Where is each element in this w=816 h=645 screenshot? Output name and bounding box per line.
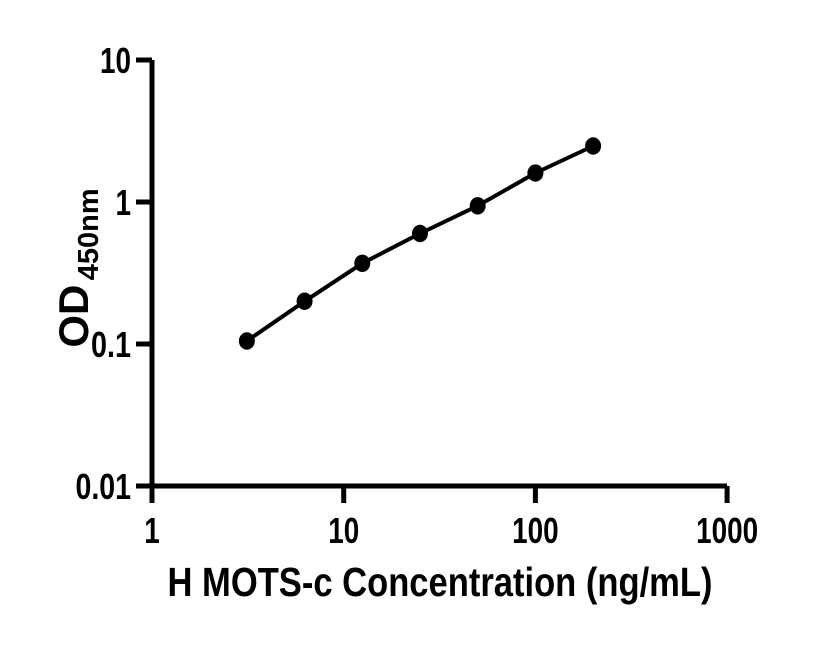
y-axis-title-main: OD	[50, 285, 97, 348]
data-point	[296, 292, 313, 310]
data-point	[354, 254, 371, 273]
data-point	[527, 164, 544, 182]
y-axis-title-subscript: 450nm	[73, 188, 105, 280]
data-point	[238, 332, 255, 350]
y-tick-label: 0.01	[76, 466, 132, 507]
data-point	[411, 224, 428, 243]
x-tick-label: 1	[144, 510, 160, 551]
data-point	[469, 197, 486, 215]
x-tick-label: 100	[512, 510, 559, 551]
x-axis-title: H MOTS-c Concentration (ng/mL)	[168, 559, 713, 605]
axis-tick-labels: 10 1 0.1 0.01 1 10 100 1000	[76, 40, 759, 551]
x-tick-label: 10	[328, 510, 359, 551]
y-tick-label: 10	[100, 40, 131, 81]
axis-ticks	[136, 57, 730, 503]
x-tick-label: 1000	[696, 510, 758, 551]
y-tick-label: 0.1	[91, 324, 131, 365]
axes	[149, 60, 727, 489]
data-point	[585, 137, 602, 155]
y-tick-label: 1	[116, 182, 132, 223]
data-series	[238, 137, 602, 350]
y-axis-title: OD 450nm	[50, 188, 105, 347]
